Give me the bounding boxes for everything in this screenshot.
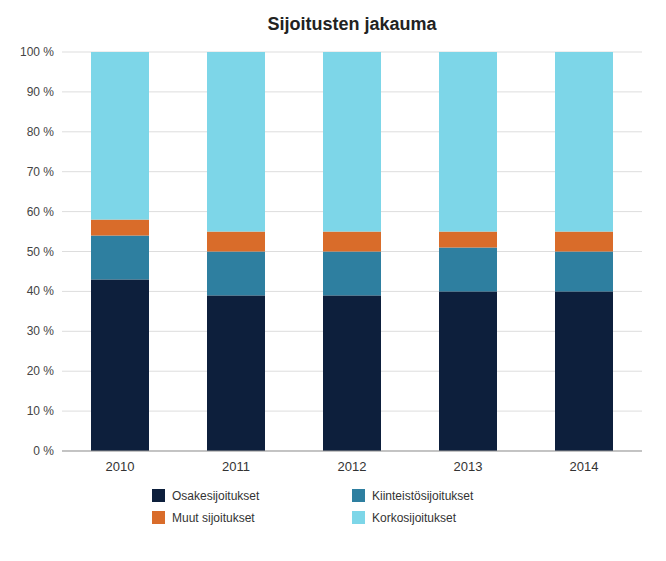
x-axis-line <box>62 451 642 452</box>
y-tick-label: 20 % <box>27 364 55 378</box>
bar-segment: Kiinteistösijoitukset 2012: 11 <box>323 252 381 296</box>
bar-segment: Osakesijoitukset 2011: 39 <box>207 295 265 451</box>
y-axis: 0 % 10 % 20 % 30 % 40 % 50 % 60 % 70 % 80 % 90 % 1… <box>20 45 642 458</box>
legend-label: Osakesijoitukset <box>172 489 260 503</box>
bar-segment: Osakesijoitukset 2014: 40 <box>555 291 613 451</box>
bar-segment: Korkosijoitukset 2011: 45 <box>207 52 265 232</box>
bar-segment: Osakesijoitukset 2013: 40 <box>439 291 497 451</box>
bar-segment: Korkosijoitukset 2010: 42 <box>91 52 149 220</box>
y-tick-label: 90 % <box>27 85 55 99</box>
bar-segment: Kiinteistösijoitukset 2010: 11 <box>91 236 149 280</box>
y-tick-label: 100 % <box>20 45 54 59</box>
x-tick-label: 2010 <box>106 459 135 474</box>
chart-container: Sijoitusten jakauma 0 % 10 % 20 % 30 % 40 % 50… <box>0 0 666 561</box>
bar-segment: Korkosijoitukset 2014: 45 <box>555 52 613 232</box>
bar-segment: Korkosijoitukset 2012: 45 <box>323 52 381 232</box>
y-tick-label: 60 % <box>27 205 55 219</box>
x-tick-label: 2013 <box>454 459 483 474</box>
x-tick-label: 2012 <box>338 459 367 474</box>
y-tick-label: 10 % <box>27 404 55 418</box>
chart-title: Sijoitusten jakauma <box>267 14 437 34</box>
bars: Osakesijoitukset 2010: 43 Osakesijoitukse… <box>91 52 613 451</box>
bar-segment: Muut sijoitukset 2011: 5 <box>207 232 265 252</box>
y-tick-label: 50 % <box>27 245 55 259</box>
bar-segment: Muut sijoitukset 2013: 4 <box>439 232 497 248</box>
x-tick-label: 2014 <box>570 459 599 474</box>
bar-segment: Kiinteistösijoitukset 2013: 11 <box>439 248 497 292</box>
bar-segment: Kiinteistösijoitukset 2011: 11 <box>207 252 265 296</box>
legend-swatch <box>352 489 365 502</box>
y-tick-label: 80 % <box>27 125 55 139</box>
y-tick-label: 30 % <box>27 324 55 338</box>
y-tick-label: 40 % <box>27 284 55 298</box>
chart-svg: Sijoitusten jakauma 0 % 10 % 20 % 30 % 40 % 50… <box>0 0 666 561</box>
legend-swatch <box>352 511 365 524</box>
legend-label: Korkosijoitukset <box>372 511 457 525</box>
bar-segment: Muut sijoitukset 2010: 4 <box>91 220 149 236</box>
bar-segment: Osakesijoitukset 2012: 39 <box>323 295 381 451</box>
legend-label: Muut sijoitukset <box>172 511 255 525</box>
grid-line <box>62 451 642 452</box>
bar-segment: Muut sijoitukset 2012: 5 <box>323 232 381 252</box>
y-tick-label: 0 % <box>33 444 54 458</box>
legend-swatch <box>152 511 165 524</box>
legend-label: Kiinteistösijoitukset <box>372 489 474 503</box>
legend-swatch <box>152 489 165 502</box>
bar-segment: Osakesijoitukset 2010: 43 <box>91 279 149 451</box>
bar-segment: Kiinteistösijoitukset 2014: 10 <box>555 252 613 292</box>
bar-segment: Korkosijoitukset 2013: 45 <box>439 52 497 232</box>
x-tick-label: 2011 <box>222 459 250 474</box>
legend: Osakesijoitukset Kiinteistösijoitukset Muu… <box>152 489 474 525</box>
bar-segment: Muut sijoitukset 2014: 5 <box>555 232 613 252</box>
x-axis: 2010 2011 2012 2013 2014 <box>62 451 642 474</box>
y-tick-label: 70 % <box>27 165 55 179</box>
